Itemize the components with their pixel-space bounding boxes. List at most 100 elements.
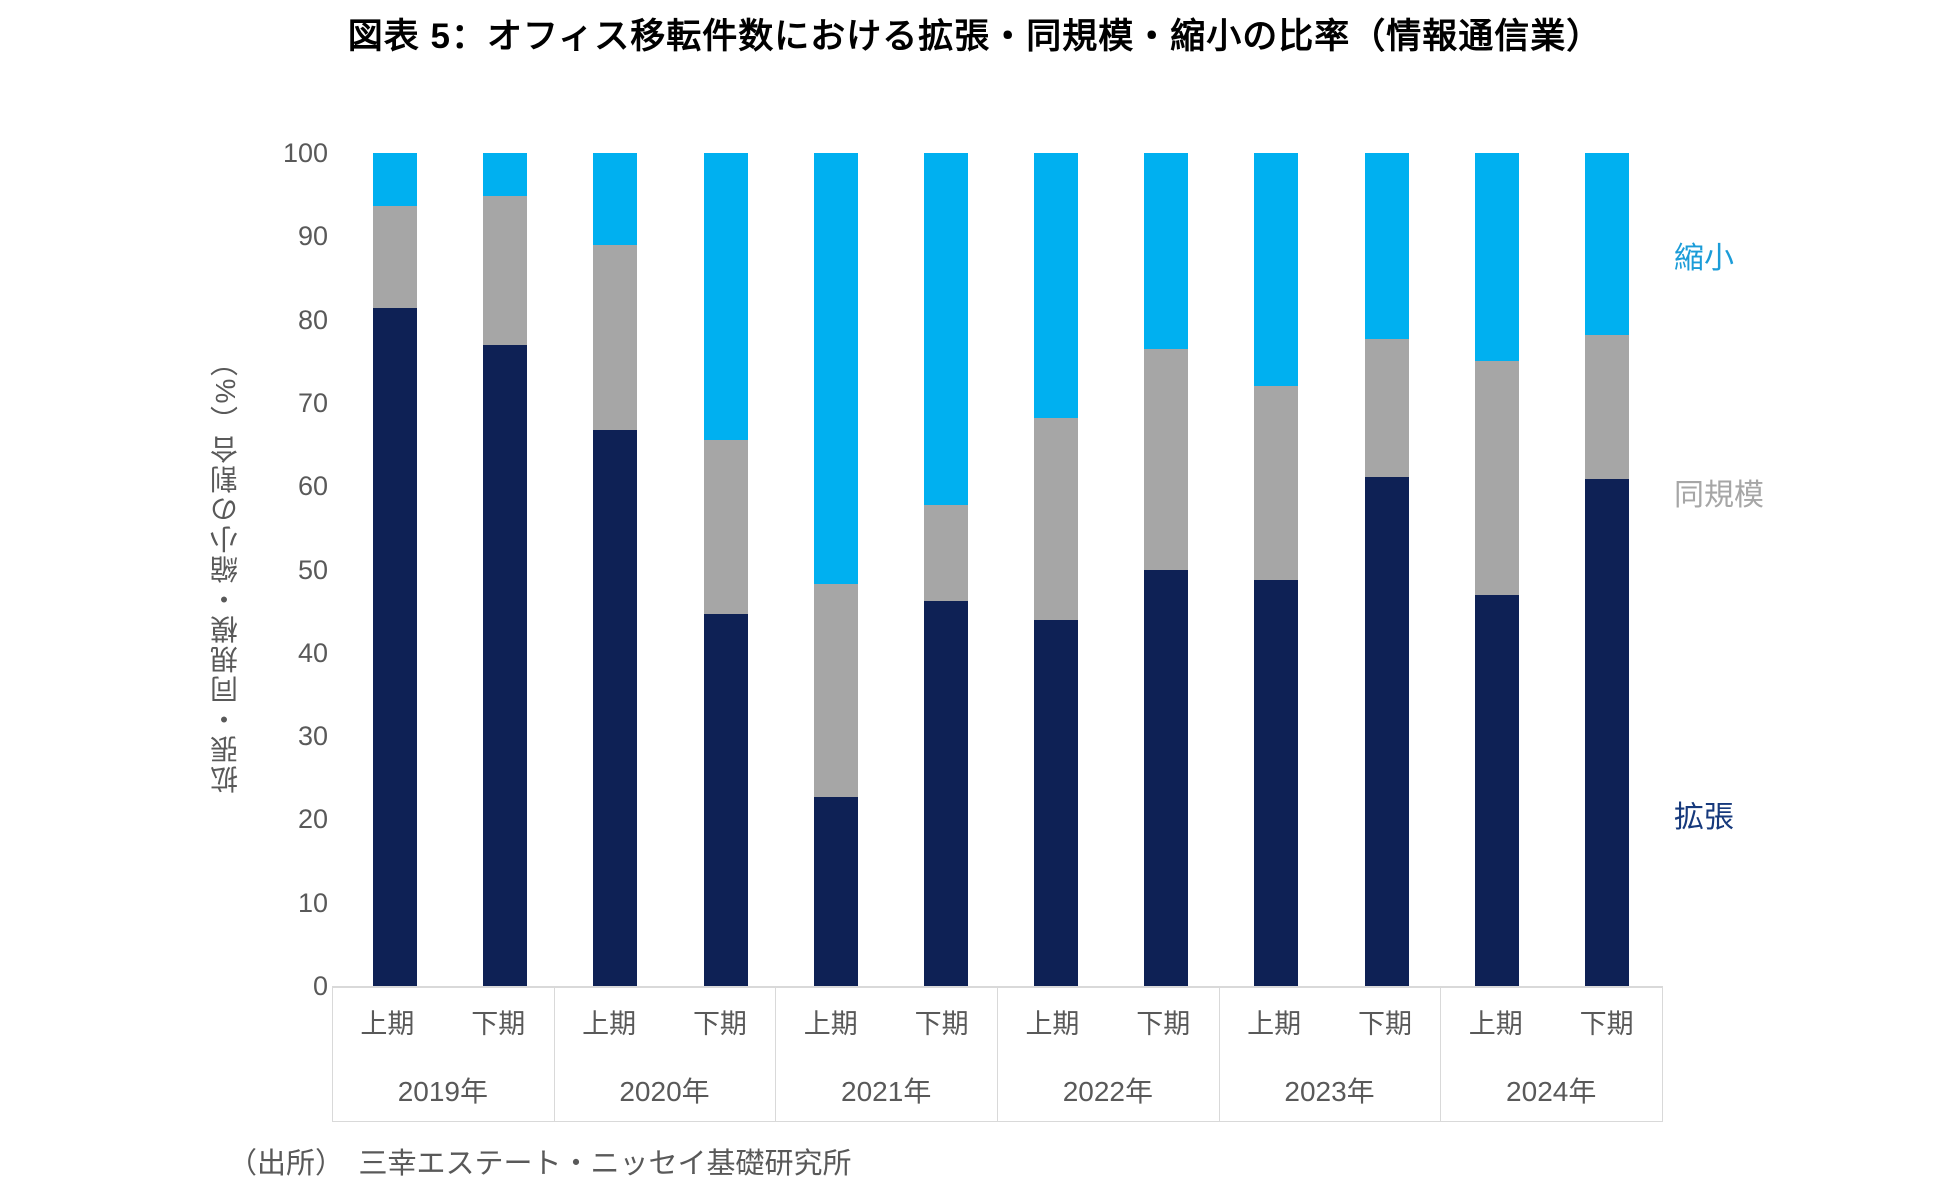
bar-segment-shrink	[1034, 153, 1079, 418]
bar-slot	[671, 153, 781, 986]
bar-slot	[560, 153, 670, 986]
bar-2019年下期	[483, 153, 528, 986]
source-note: （出所） 三幸エステート・ニッセイ基礎研究所	[228, 1148, 852, 1180]
y-tick-label: 30	[297, 721, 328, 752]
bar-segment-expand	[703, 613, 748, 986]
year-group-2023年: 上期 下期 2023年	[1219, 986, 1441, 1122]
group-separator-line	[553, 986, 555, 1122]
bar-slot	[1332, 153, 1442, 986]
bar-slot	[1111, 153, 1221, 986]
bar-segment-same-scale	[703, 440, 748, 614]
period-label: 下期	[1357, 1009, 1412, 1039]
bar-segment-expand	[1034, 620, 1079, 986]
bar-segment-shrink	[593, 153, 638, 246]
y-tick-label: 20	[297, 804, 328, 835]
bar-2021年上期	[813, 153, 858, 986]
bar-segment-expand	[1144, 569, 1189, 986]
y-tick-label: 100	[282, 138, 328, 168]
legend-label-same-scale: 同規模	[1674, 479, 1764, 512]
year-label: 2021年	[841, 1075, 932, 1107]
group-separator-line	[1662, 986, 1663, 1122]
bar-segment-expand	[1474, 595, 1519, 986]
bar-segment-shrink	[373, 153, 418, 206]
period-label: 上期	[360, 1009, 415, 1039]
y-tick-label: 90	[297, 221, 328, 252]
bar-slot	[891, 153, 1001, 986]
bar-2023年下期	[1364, 153, 1409, 986]
y-tick-label: 60	[297, 471, 328, 502]
period-row: 上期 下期	[775, 986, 997, 1057]
bar-slot	[1442, 153, 1552, 986]
group-separator-line	[775, 986, 777, 1122]
period-label: 下期	[1579, 1009, 1634, 1039]
bar-segment-shrink	[923, 153, 968, 506]
legend-label-expand: 拡張	[1674, 801, 1734, 834]
period-label: 下期	[1136, 1009, 1191, 1039]
bar-2024年下期	[1584, 153, 1629, 986]
y-tick-label: 0	[312, 971, 328, 1001]
y-tick-label: 80	[297, 304, 328, 335]
bar-segment-shrink	[1254, 153, 1299, 387]
bar-segment-same-scale	[813, 583, 858, 797]
legend-label-shrink: 縮小	[1674, 242, 1734, 275]
bar-slot	[1221, 153, 1331, 986]
bar-2023年上期	[1254, 153, 1299, 986]
bar-segment-same-scale	[373, 205, 418, 308]
bar-2024年上期	[1474, 153, 1519, 986]
period-label: 下期	[914, 1009, 969, 1039]
period-row: 上期 下期	[997, 986, 1219, 1057]
bar-slot	[1552, 153, 1662, 986]
bar-series-container	[340, 153, 1662, 986]
bar-slot	[450, 153, 560, 986]
bar-segment-expand	[923, 601, 968, 986]
y-tick-label: 10	[297, 887, 328, 918]
period-row: 上期 下期	[1219, 986, 1441, 1057]
year-group-2019年: 上期 下期 2019年	[332, 986, 554, 1122]
group-separator-line	[997, 986, 998, 1122]
bar-segment-expand	[593, 430, 638, 986]
period-label: 下期	[692, 1009, 747, 1039]
period-label: 上期	[582, 1009, 637, 1039]
bar-segment-shrink	[1144, 153, 1189, 349]
bar-2020年下期	[703, 153, 748, 986]
bar-segment-shrink	[703, 153, 748, 441]
bar-segment-same-scale	[593, 245, 638, 431]
bar-segment-shrink	[1584, 153, 1629, 335]
year-label: 2024年	[1506, 1075, 1597, 1107]
bar-segment-same-scale	[1034, 417, 1079, 621]
bar-segment-expand	[813, 796, 858, 986]
period-row: 上期 下期	[332, 986, 554, 1057]
group-separator-line	[1218, 986, 1220, 1122]
period-row: 上期 下期	[554, 986, 776, 1057]
bar-segment-same-scale	[923, 505, 968, 602]
year-label: 2020年	[619, 1075, 710, 1107]
y-tick-label: 70	[297, 387, 328, 418]
bar-segment-shrink	[483, 153, 528, 196]
bar-segment-same-scale	[1474, 361, 1519, 596]
bar-segment-same-scale	[483, 195, 528, 346]
plot-area	[340, 153, 1662, 986]
period-label: 上期	[803, 1009, 858, 1039]
group-separator-line	[1440, 986, 1442, 1122]
bar-slot	[340, 153, 450, 986]
period-label: 上期	[1468, 1009, 1523, 1039]
year-group-2024年: 上期 下期 2024年	[1440, 986, 1662, 1122]
y-tick-label: 40	[297, 637, 328, 668]
bar-segment-same-scale	[1584, 334, 1629, 479]
bar-2022年下期	[1144, 153, 1189, 986]
bar-slot	[781, 153, 891, 986]
bar-segment-shrink	[1364, 153, 1409, 339]
bar-segment-same-scale	[1254, 386, 1299, 581]
chart-title: 図表 5：オフィス移転件数における拡張・同規模・縮小の比率（情報通信業）	[347, 17, 1603, 56]
bar-segment-expand	[373, 307, 418, 986]
year-group-2022年: 上期 下期 2022年	[997, 986, 1219, 1122]
bar-segment-expand	[1584, 478, 1629, 986]
y-tick-label: 50	[297, 554, 328, 585]
year-group-2021年: 上期 下期 2021年	[775, 986, 997, 1122]
bar-segment-expand	[1254, 580, 1299, 986]
group-separator-line	[332, 986, 333, 1122]
year-label: 2023年	[1284, 1075, 1375, 1107]
bar-segment-shrink	[813, 153, 858, 584]
bar-segment-same-scale	[1144, 348, 1189, 570]
period-row: 上期 下期	[1440, 986, 1662, 1057]
